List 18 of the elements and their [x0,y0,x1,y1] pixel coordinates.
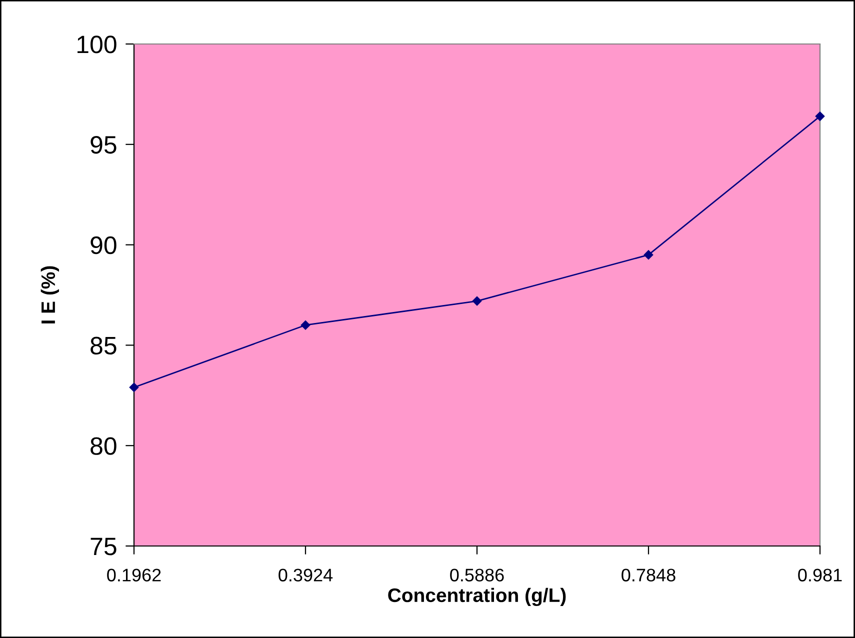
y-tick-label: 95 [90,136,116,154]
y-axis-title: I E (%) [40,266,59,324]
y-tick-label: 75 [90,538,116,556]
y-tick-label: 80 [90,437,116,455]
x-tick-label: 0.981 [798,568,842,582]
x-tick-label: 0.5886 [450,568,504,582]
x-tick-label: 0.1962 [107,568,161,582]
point [129,382,139,392]
y-tick-label: 90 [90,236,116,254]
point [300,320,310,330]
y-tick-label: 85 [90,336,116,355]
point [815,112,825,121]
x-tick-label: 0.3924 [278,568,333,582]
y-tick-label: 100 [78,36,116,54]
point [644,250,654,260]
x-tick-label: 0.7848 [622,568,676,582]
x-axis-title: Concentration (g/L) [388,588,566,606]
point [472,296,482,306]
